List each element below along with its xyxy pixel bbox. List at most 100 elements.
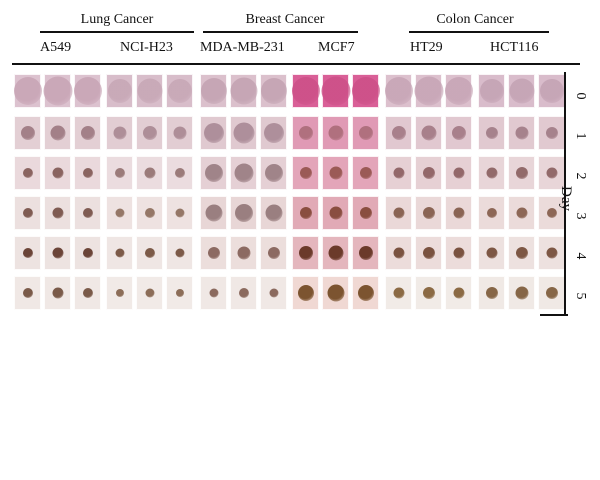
- spheroid-ht29-day4-rep1: [393, 247, 404, 259]
- well-mcf7-day4-rep1: [292, 236, 319, 270]
- well-mcf7-day3-rep3: [352, 196, 379, 230]
- spheroid-mda-mb-231-day1-rep2: [233, 122, 254, 144]
- spheroid-mcf7-day2-rep3: [359, 167, 372, 179]
- well-mcf7-day5-rep3: [352, 276, 379, 310]
- spheroid-mcf7-day4-rep3: [358, 246, 373, 260]
- spheroid-mcf7-day4-rep2: [328, 245, 343, 261]
- spheroid-mcf7-day1-rep1: [298, 126, 313, 140]
- spheroid-a549-day4-rep1: [22, 248, 33, 258]
- spheroid-nci-h23-day1-rep3: [173, 126, 186, 140]
- spheroid-a549-day2-rep3: [82, 168, 93, 178]
- spheroid-mda-mb-231-day4-rep2: [237, 246, 250, 260]
- well-hct116-day5-rep2: [508, 276, 535, 310]
- well-nci-h23-day0-rep1: [106, 74, 133, 108]
- cell-line-label-a549: A549: [40, 40, 72, 55]
- spheroid-hct116-day4-rep2: [515, 247, 528, 259]
- group-title-lung: Lung Cancer: [80, 12, 154, 27]
- well-hct116-day4-rep3: [538, 236, 565, 270]
- spheroid-hct116-day0-rep1: [479, 79, 504, 103]
- group-underline-colon: [409, 31, 549, 33]
- spheroid-ht29-day3-rep2: [422, 207, 435, 219]
- spheroid-mda-mb-231-day4-rep3: [267, 247, 280, 259]
- spheroid-mda-mb-231-day5-rep3: [269, 288, 278, 298]
- spheroid-nci-h23-day2-rep2: [144, 167, 155, 179]
- spheroid-nci-h23-day2-rep3: [174, 168, 185, 178]
- well-mcf7-day2-rep1: [292, 156, 319, 190]
- spheroid-a549-day1-rep1: [20, 126, 35, 140]
- well-ht29-day5-rep3: [445, 276, 472, 310]
- well-hct116-day1-rep3: [538, 116, 565, 150]
- spheroid-hct116-day2-rep2: [515, 167, 528, 179]
- well-nci-h23-day0-rep3: [166, 74, 193, 108]
- spheroid-mcf7-day2-rep2: [329, 166, 342, 180]
- well-ht29-day1-rep2: [415, 116, 442, 150]
- cell-line-label-hct116: HCT116: [490, 40, 539, 55]
- well-mcf7-day5-rep2: [322, 276, 349, 310]
- well-a549-day3-rep1: [14, 196, 41, 230]
- well-ht29-day4-rep3: [445, 236, 472, 270]
- spheroid-a549-day2-rep2: [52, 167, 63, 179]
- top-rule: [12, 63, 580, 65]
- spheroid-nci-h23-day4-rep2: [144, 248, 155, 258]
- well-ht29-day0-rep3: [444, 74, 473, 108]
- spheroid-a549-day5-rep1: [22, 288, 33, 298]
- well-mda-mb-231-day4-rep1: [200, 236, 227, 270]
- spheroid-hct116-day3-rep1: [486, 208, 497, 218]
- well-hct116-day0-rep2: [508, 74, 535, 108]
- well-hct116-day3-rep1: [478, 196, 505, 230]
- well-hct116-day0-rep1: [478, 74, 505, 108]
- day-tick-2: 2: [573, 172, 588, 180]
- spheroid-nci-h23-day3-rep2: [144, 208, 155, 218]
- well-hct116-day3-rep2: [508, 196, 535, 230]
- spheroid-nci-h23-day3-rep3: [175, 208, 184, 218]
- spheroid-hct116-day0-rep3: [539, 79, 564, 103]
- well-hct116-day1-rep1: [478, 116, 505, 150]
- spheroid-nci-h23-day0-rep2: [137, 78, 162, 104]
- spheroid-ht29-day2-rep1: [393, 167, 404, 179]
- well-mda-mb-231-day5-rep2: [230, 276, 257, 310]
- spheroid-hct116-day4-rep3: [546, 247, 557, 259]
- spheroid-ht29-day4-rep2: [422, 247, 435, 259]
- well-hct116-day2-rep1: [478, 156, 505, 190]
- day-axis-line: [564, 72, 566, 316]
- well-hct116-day5-rep1: [478, 276, 505, 310]
- well-mcf7-day3-rep1: [292, 196, 319, 230]
- well-nci-h23-day4-rep3: [166, 236, 193, 270]
- spheroid-a549-day1-rep3: [80, 126, 95, 140]
- well-ht29-day1-rep1: [385, 116, 412, 150]
- spheroid-nci-h23-day5-rep2: [145, 288, 154, 298]
- well-mda-mb-231-day3-rep1: [200, 196, 227, 230]
- spheroid-mcf7-day4-rep1: [298, 246, 313, 260]
- well-a549-day1-rep3: [74, 116, 101, 150]
- well-nci-h23-day3-rep2: [136, 196, 163, 230]
- cell-line-label-mda-mb-231: MDA-MB-231: [200, 40, 285, 55]
- well-a549-day0-rep3: [73, 74, 102, 108]
- well-mda-mb-231-day4-rep2: [230, 236, 257, 270]
- well-nci-h23-day2-rep3: [166, 156, 193, 190]
- well-mcf7-day1-rep1: [292, 116, 319, 150]
- well-ht29-day4-rep2: [415, 236, 442, 270]
- spheroid-mcf7-day3-rep2: [329, 206, 342, 220]
- well-mcf7-day4-rep2: [322, 236, 349, 270]
- spheroid-a549-day2-rep1: [22, 168, 33, 178]
- spheroid-nci-h23-day1-rep2: [142, 126, 157, 140]
- spheroid-a549-day3-rep1: [22, 208, 33, 218]
- group-underline-breast: [203, 31, 358, 33]
- well-a549-day5-rep1: [14, 276, 41, 310]
- well-mda-mb-231-day0-rep2: [230, 74, 257, 108]
- spheroid-hct116-day2-rep1: [486, 167, 497, 179]
- well-mda-mb-231-day1-rep1: [200, 116, 227, 150]
- spheroid-mda-mb-231-day3-rep2: [234, 204, 253, 222]
- cell-line-label-mcf7: MCF7: [318, 40, 355, 55]
- spheroid-mda-mb-231-day2-rep3: [264, 164, 283, 182]
- well-nci-h23-day2-rep1: [106, 156, 133, 190]
- well-mda-mb-231-day5-rep1: [200, 276, 227, 310]
- spheroid-mcf7-day0-rep2: [321, 76, 350, 106]
- spheroid-nci-h23-day5-rep3: [175, 289, 184, 297]
- well-a549-day4-rep3: [74, 236, 101, 270]
- spheroid-mcf7-day5-rep1: [297, 285, 314, 301]
- cell-line-label-nci-h23: NCI-H23: [120, 40, 173, 55]
- well-hct116-day2-rep3: [538, 156, 565, 190]
- well-ht29-day0-rep2: [414, 74, 443, 108]
